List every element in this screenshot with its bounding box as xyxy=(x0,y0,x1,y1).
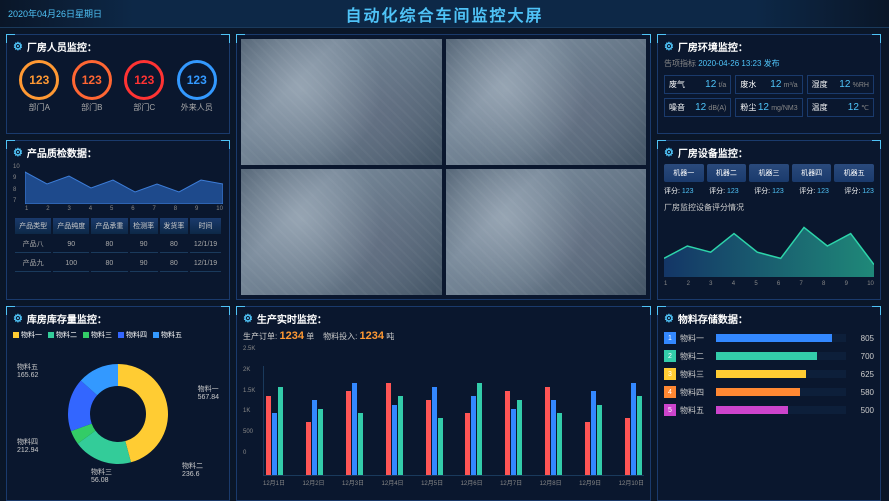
hbar-row: 4物料四580 xyxy=(664,386,874,398)
env-item: 噪音12 dB(A) xyxy=(664,98,731,117)
bar-group xyxy=(426,387,443,475)
prod-orders-unit: 单 xyxy=(306,332,314,341)
bar-group xyxy=(266,387,283,475)
panel-inventory: ⚙库房库存量监控： 物料一物料二物料三物料四物料五 物料一567.84物料二23… xyxy=(6,306,230,501)
env-item: 温度12 ℃ xyxy=(807,98,874,117)
panel-title: 厂房设备监控： xyxy=(678,145,748,160)
equip-subtitle: 厂房监控设备评分情况 xyxy=(664,202,874,213)
hbar-row: 3物料三625 xyxy=(664,368,874,380)
panel-storage: ⚙ 物料存储数据： 1物料一805 2物料二700 3物料三625 4物料四580 5物料… xyxy=(657,306,881,501)
panel-title: 厂房人员监控： xyxy=(27,39,97,54)
bar-group xyxy=(306,400,323,475)
hbar-row: 2物料二700 xyxy=(664,350,874,362)
gear-icon: ⚙ xyxy=(664,40,674,53)
panel-production: ⚙生产实时监控： 生产订单: 1234 单 物料投入: 1234 吨 2.5K2… xyxy=(236,306,651,501)
bar-group xyxy=(545,387,562,475)
bar-group xyxy=(505,391,522,475)
gear-icon: ⚙ xyxy=(664,312,674,325)
panel-cameras xyxy=(236,34,651,300)
gear-icon: ⚙ xyxy=(13,40,23,53)
camera-feed-3[interactable] xyxy=(241,169,442,295)
prod-input-value: 1234 xyxy=(360,330,384,342)
donut-label: 物料一567.84 xyxy=(198,384,219,401)
panel-personnel: ⚙ 厂房人员监控： 123部门A 123部门B 123部门C 123外来人员 xyxy=(6,34,230,134)
panel-title: 生产实时监控： xyxy=(257,311,327,326)
env-item: 废气12 t/a xyxy=(664,75,731,94)
machine-box[interactable]: 机器二 xyxy=(707,164,747,182)
prod-input-label: 物料投入: xyxy=(323,332,357,341)
panel-title: 产品质检数据： xyxy=(27,145,97,160)
donut-label: 物料五165.62 xyxy=(17,362,38,379)
gear-icon: ⚙ xyxy=(664,146,674,159)
gauge: 123外来人员 xyxy=(177,60,217,113)
machine-box[interactable]: 机器三 xyxy=(749,164,789,182)
machine-box[interactable]: 机器四 xyxy=(792,164,832,182)
camera-feed-1[interactable] xyxy=(241,39,442,165)
header-title: 自动化综合车间监控大屏 xyxy=(345,2,543,26)
bar-group xyxy=(625,383,642,475)
donut-label: 物料三56.08 xyxy=(91,467,112,484)
camera-feed-2[interactable] xyxy=(446,39,647,165)
header: 2020年04月26日星期日 自动化综合车间监控大屏 xyxy=(0,0,889,28)
hbar-row: 1物料一805 xyxy=(664,332,874,344)
env-item: 粉尘12 mg/NM3 xyxy=(735,98,802,117)
prod-orders-value: 1234 xyxy=(279,330,303,342)
env-sub-label: 告项指标 xyxy=(664,59,696,68)
gauge: 123部门A xyxy=(19,60,59,113)
header-date: 2020年04月26日星期日 xyxy=(8,7,102,20)
bar-group xyxy=(346,383,363,475)
donut-label: 物料四212.94 xyxy=(17,437,38,454)
gauge: 123部门B xyxy=(72,60,112,113)
gauge: 123部门C xyxy=(124,60,164,113)
camera-feed-4[interactable] xyxy=(446,169,647,295)
panel-title: 厂房环境监控： xyxy=(678,39,748,54)
env-timestamp: 2020-04-26 13:23 发布 xyxy=(698,59,779,68)
bar-group xyxy=(465,383,482,475)
bar-group xyxy=(585,391,602,475)
env-item: 湿度12 %RH xyxy=(807,75,874,94)
panel-equipment: ⚙厂房设备监控： 机器一机器二机器三机器四机器五 评分: 123评分: 123评… xyxy=(657,140,881,300)
gear-icon: ⚙ xyxy=(13,146,23,159)
bar-group xyxy=(386,383,403,475)
machine-box[interactable]: 机器五 xyxy=(834,164,874,182)
gear-icon: ⚙ xyxy=(243,312,253,325)
panel-title: 库房库存量监控： xyxy=(27,311,107,326)
panel-environment: ⚙ 厂房环境监控： 告项指标 2020-04-26 13:23 发布 废气12 t… xyxy=(657,34,881,134)
prod-input-unit: 吨 xyxy=(386,332,394,341)
gear-icon: ⚙ xyxy=(13,312,23,325)
donut-label: 物料二236.6 xyxy=(182,461,203,478)
panel-title: 物料存储数据： xyxy=(678,311,748,326)
hbar-row: 5物料五500 xyxy=(664,404,874,416)
panel-quality: ⚙产品质检数据： 10987 12345678910 产品类型产品纯度产品承重检… xyxy=(6,140,230,300)
env-item: 废水12 m³/a xyxy=(735,75,802,94)
machine-box[interactable]: 机器一 xyxy=(664,164,704,182)
prod-orders-label: 生产订单: xyxy=(243,332,277,341)
